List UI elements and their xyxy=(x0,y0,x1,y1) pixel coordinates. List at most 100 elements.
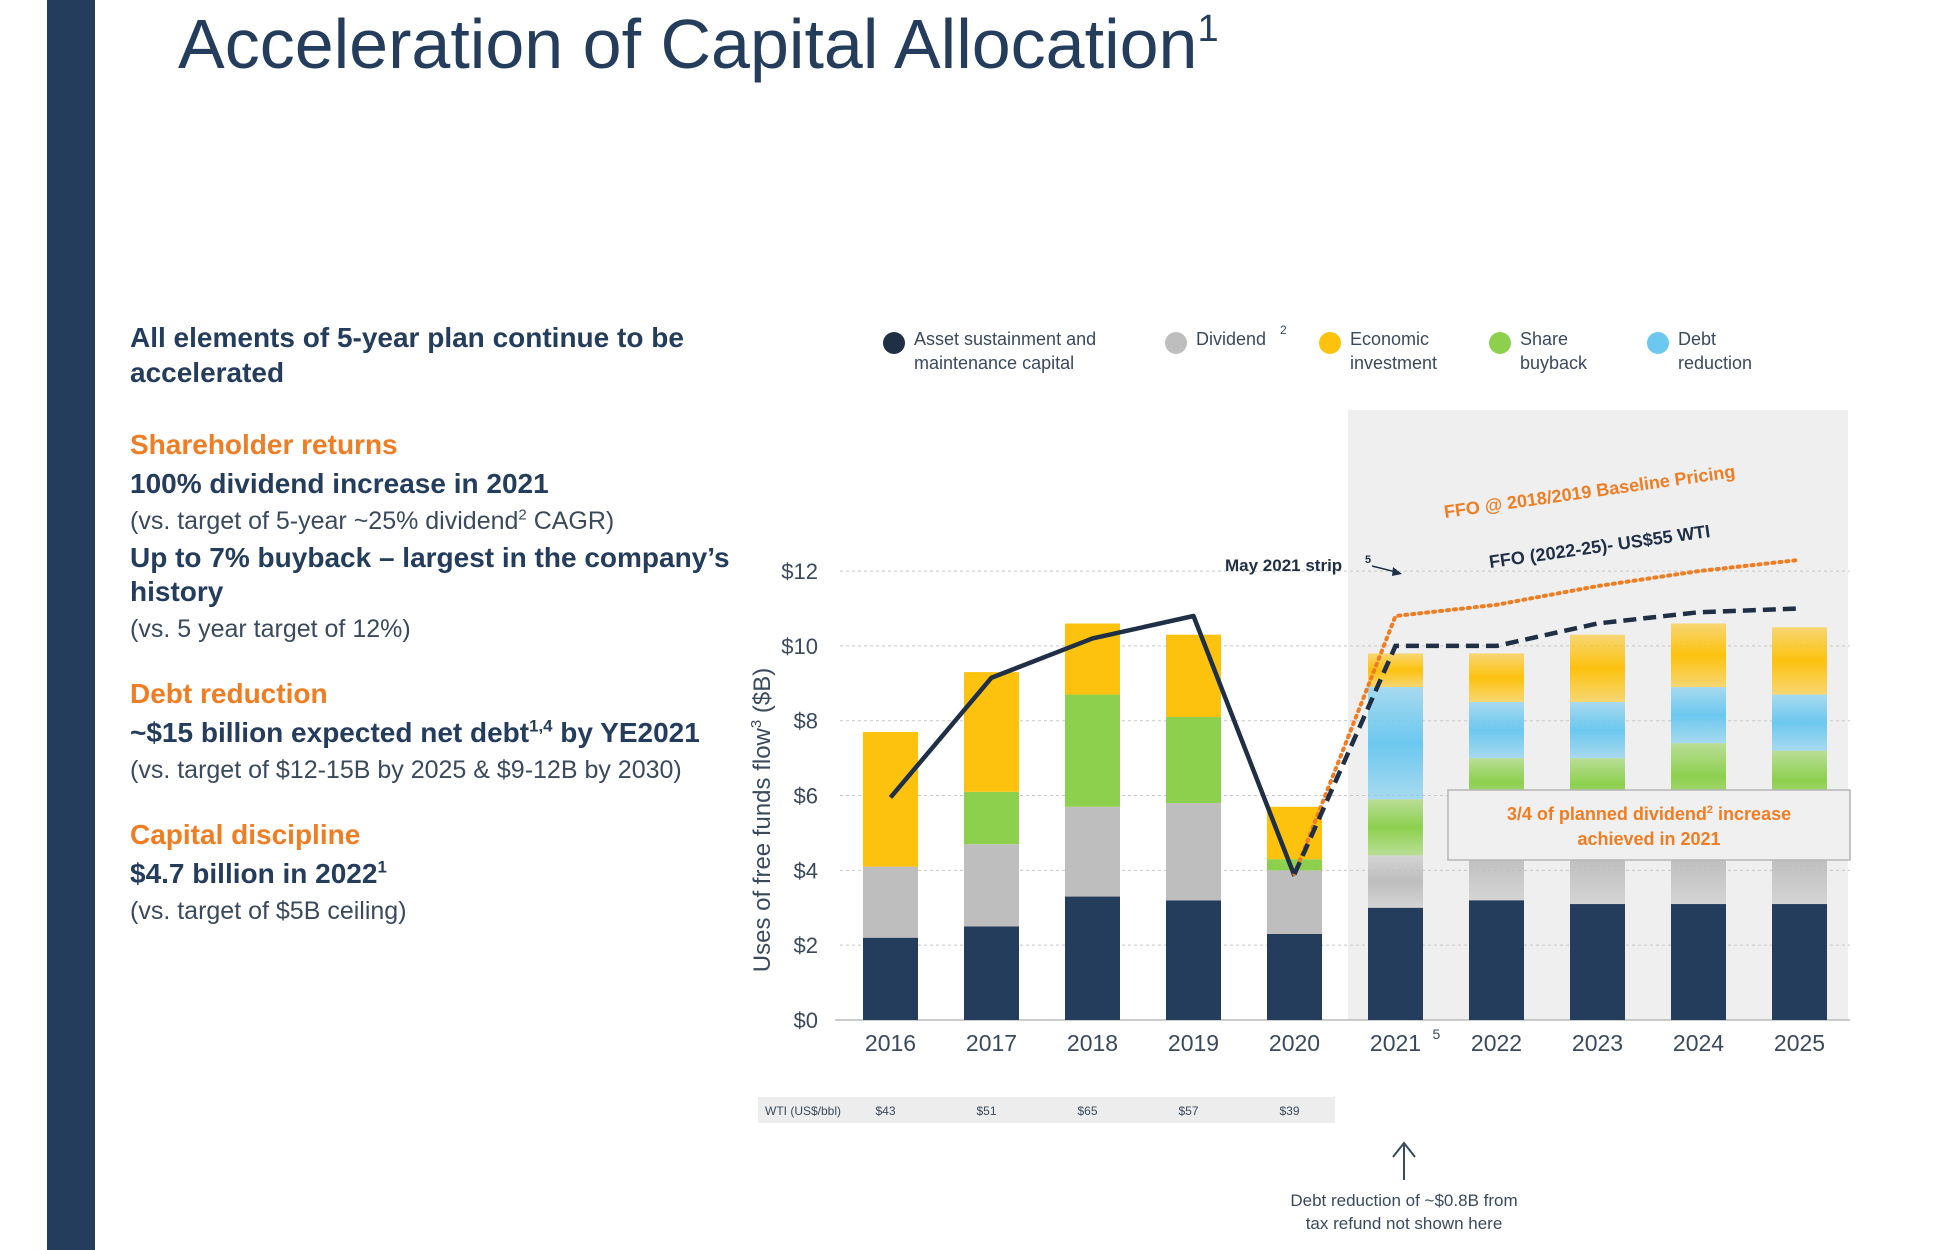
legend-swatch-blue xyxy=(1647,332,1669,354)
bar-segment-blue xyxy=(1671,687,1726,744)
x-tick-label: 2020 xyxy=(1269,1030,1320,1056)
bar-segment-grey xyxy=(964,844,1019,927)
y-tick-label: $10 xyxy=(781,634,818,659)
historical-ffo-line xyxy=(888,613,1297,877)
bar-segment-blue xyxy=(1570,702,1625,759)
wti-value: $65 xyxy=(1077,1104,1097,1118)
bar-segment-navy xyxy=(1570,904,1625,1020)
x-tick-label: 2016 xyxy=(865,1030,916,1056)
y-tick-label: $2 xyxy=(794,933,818,958)
left-summary: All elements of 5-year plan continue to … xyxy=(130,320,730,958)
capital-allocation-chart: $0 $2 $4 $6 $8 $10 $12 Uses of free funds flow3… xyxy=(740,300,1920,1240)
x-tick-label: 2018 xyxy=(1067,1030,1118,1056)
section-highlight: $4.7 billion in 20221 xyxy=(130,857,387,889)
bar-segment-green xyxy=(1368,799,1423,856)
legend-label-green: Share buyback xyxy=(1520,329,1588,373)
bar-segment-green xyxy=(964,791,1019,845)
bar-segment-yellow xyxy=(964,672,1019,792)
section-note: (vs. 5 year target of 12%) xyxy=(130,615,411,643)
legend-label-yellow: Economic investment xyxy=(1350,329,1437,373)
section-note: (vs. target of $5B ceiling) xyxy=(130,897,407,925)
bar-segment-green xyxy=(1267,859,1322,871)
callout-text-line2: achieved in 2021 xyxy=(1577,829,1720,849)
section-heading: Capital discipline xyxy=(130,819,361,850)
section-highlight: ~$15 billion expected net debt1,4 by YE2… xyxy=(130,716,700,748)
ffo-wti-line xyxy=(1292,606,1800,876)
bar-segment-grey xyxy=(1065,806,1120,897)
wti-table-bg xyxy=(758,1097,1335,1123)
legend-sup: 2 xyxy=(1280,323,1287,337)
section-highlight: 100% dividend increase in 2021 xyxy=(130,468,549,499)
section-heading: Shareholder returns xyxy=(130,429,398,460)
lead-statement: All elements of 5-year plan continue to … xyxy=(130,322,684,388)
page-title: Acceleration of Capital Allocation1 xyxy=(178,5,1219,83)
bar-segment-navy xyxy=(1671,904,1726,1020)
strip-arrow-head xyxy=(1392,567,1402,576)
bar-segment-navy xyxy=(964,926,1019,1020)
bar-segment-yellow xyxy=(1166,634,1221,717)
bar-segment-grey xyxy=(1368,855,1423,908)
section-note: (vs. target of $12-15B by 2025 & $9-12B … xyxy=(130,756,682,784)
legend-swatch-yellow xyxy=(1319,332,1341,354)
x-tick-label: 2023 xyxy=(1572,1030,1623,1056)
x-tick-label: 2022 xyxy=(1471,1030,1522,1056)
bar-segment-blue xyxy=(1469,702,1524,759)
callout-box xyxy=(1447,789,1851,861)
section-shareholder-returns: Shareholder returns 100% dividend increas… xyxy=(130,427,730,645)
section-highlight: Up to 7% buyback – largest in the compan… xyxy=(130,542,730,607)
bar-segment-green xyxy=(1166,717,1221,804)
bar-segment-yellow xyxy=(1570,634,1625,703)
wti-value: $57 xyxy=(1178,1104,1198,1118)
bar-segment-blue xyxy=(1772,694,1827,751)
ffo-baseline-line xyxy=(1292,557,1802,877)
y-tick-label: $8 xyxy=(794,709,818,734)
bar-segment-green xyxy=(1065,694,1120,807)
strip-label: May 2021 strip xyxy=(1225,556,1342,575)
chart-svg: $0 $2 $4 $6 $8 $10 $12 Uses of free funds flow3… xyxy=(748,323,1851,1233)
legend-label-blue: Debt reduction xyxy=(1678,329,1752,373)
x-tick-label: 2021 xyxy=(1370,1030,1421,1056)
section-debt-reduction: Debt reduction ~$15 billion expected net … xyxy=(130,676,730,786)
legend-label-grey: Dividend xyxy=(1196,329,1266,349)
wti-value: $43 xyxy=(875,1104,895,1118)
x-tick-label: 2019 xyxy=(1168,1030,1219,1056)
bar-segment-navy xyxy=(863,937,918,1020)
y-axis-label: Uses of free funds flow3 ($B) xyxy=(748,668,776,972)
bar-segment-grey xyxy=(1166,803,1221,901)
footnote-line2: tax refund not shown here xyxy=(1306,1214,1503,1233)
y-tick-label: $0 xyxy=(794,1008,818,1033)
x-tick-label: 2025 xyxy=(1774,1030,1825,1056)
y-tick-label: $4 xyxy=(794,858,818,883)
bar-segment-yellow xyxy=(1772,627,1827,695)
legend-swatch-grey xyxy=(1165,332,1187,354)
bar-segment-grey xyxy=(1267,870,1322,934)
strip-sup: 5 xyxy=(1365,554,1371,566)
section-heading: Debt reduction xyxy=(130,678,328,709)
callout-text-line1: 3/4 of planned dividend2 increase xyxy=(1507,804,1791,824)
footnote-line1: Debt reduction of ~$0.8B from xyxy=(1290,1191,1517,1210)
bar-segment-navy xyxy=(1469,900,1524,1020)
wti-label: WTI (US$/bbl) xyxy=(765,1104,841,1118)
x-tick-label: 2017 xyxy=(966,1030,1017,1056)
footnote-arrow-head xyxy=(1392,1141,1416,1158)
legend-swatch-navy xyxy=(883,332,905,354)
bar-segment-navy xyxy=(1065,896,1120,1020)
legend-label-navy: Asset sustainment and maintenance capital xyxy=(914,329,1096,373)
section-note: (vs. target of 5-year ~25% dividend2 CAG… xyxy=(130,506,615,535)
y-tick-label: $12 xyxy=(781,559,818,584)
bar-segment-yellow xyxy=(863,731,918,867)
bar-segment-yellow xyxy=(1671,623,1726,688)
bar-segment-grey xyxy=(863,866,918,938)
bar-segment-navy xyxy=(1267,933,1322,1020)
side-accent-bar xyxy=(47,0,95,1250)
bar-segment-blue xyxy=(1368,687,1423,800)
x-tick-sup: 5 xyxy=(1433,1026,1441,1042)
x-tick-label: 2024 xyxy=(1673,1030,1724,1056)
y-tick-label: $6 xyxy=(794,784,818,809)
wti-value: $51 xyxy=(976,1104,996,1118)
legend-swatch-green xyxy=(1489,332,1511,354)
bar-segment-navy xyxy=(1772,904,1827,1020)
bar-segment-navy xyxy=(1166,900,1221,1020)
bar-segment-navy xyxy=(1368,907,1423,1020)
wti-value: $39 xyxy=(1279,1104,1299,1118)
